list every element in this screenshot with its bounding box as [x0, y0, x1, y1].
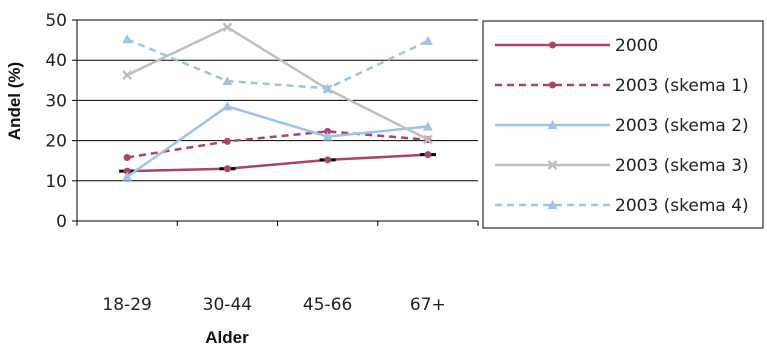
data-point — [223, 165, 231, 173]
data-point — [422, 35, 433, 45]
data-point — [422, 134, 433, 145]
series-4 — [122, 22, 433, 145]
data-point — [123, 167, 131, 175]
x-tick-label: 30-44 — [203, 295, 252, 315]
legend-label: 2003 (skema 1) — [615, 76, 749, 96]
axes — [72, 19, 479, 226]
data-point — [424, 151, 432, 159]
series-lines — [119, 22, 436, 181]
legend-item: 2003 (skema 4) — [495, 196, 749, 216]
legend-item: 2003 (skema 2) — [495, 116, 749, 136]
series-line — [126, 130, 428, 159]
legend-label: 2003 (skema 3) — [615, 156, 749, 176]
series-line — [126, 105, 428, 178]
legend-marker — [549, 41, 556, 49]
data-point — [222, 22, 233, 33]
legend-item: 2000 — [495, 36, 658, 56]
x-tick-label: 67+ — [410, 295, 446, 315]
legend-marker — [547, 200, 558, 209]
data-point — [324, 156, 332, 164]
gridlines — [77, 19, 478, 182]
legend-item: 2003 (skema 3) — [495, 156, 749, 176]
data-point — [122, 70, 133, 80]
series-5 — [122, 34, 433, 93]
data-point — [222, 76, 233, 86]
data-point — [223, 137, 231, 145]
legend-label: 2003 (skema 2) — [615, 116, 749, 136]
data-point — [123, 153, 131, 161]
data-point — [222, 101, 233, 111]
legend: 2000 2003 (skema 1) 2003 (skema 2) 2003 (sk… — [482, 20, 764, 229]
series-1 — [119, 151, 436, 175]
data-point — [322, 83, 333, 93]
y-tick-label: 20 — [45, 132, 67, 152]
y-tick-label: 40 — [45, 51, 67, 71]
series-line — [126, 38, 429, 90]
legend-marker — [549, 81, 556, 89]
legend-marker — [547, 160, 558, 170]
y-tick-label: 0 — [56, 212, 67, 232]
series-line — [127, 153, 428, 173]
legend-label: 2003 (skema 4) — [615, 196, 749, 216]
x-axis-title: Alder — [205, 328, 249, 347]
data-point — [122, 34, 133, 44]
data-point — [422, 121, 433, 131]
x-tick-label: 45-66 — [303, 295, 352, 315]
data-point — [324, 127, 332, 135]
legend-marker — [547, 120, 558, 129]
y-tick-label: 10 — [45, 172, 67, 192]
y-tick-label: 50 — [45, 11, 67, 31]
tick-labels: 0 10 20 30 40 50 18-29 30-44 45-66 67+ — [45, 11, 445, 315]
data-point — [322, 131, 333, 141]
legend-item: 2003 (skema 1) — [495, 76, 749, 96]
x-tick-label: 18-29 — [102, 295, 151, 315]
series-3 — [122, 101, 433, 181]
y-tick-label: 30 — [45, 91, 67, 111]
legend-label: 2000 — [615, 36, 658, 56]
data-point — [122, 171, 133, 181]
series-line — [126, 25, 429, 141]
y-axis-title: Andel (%) — [5, 62, 24, 140]
